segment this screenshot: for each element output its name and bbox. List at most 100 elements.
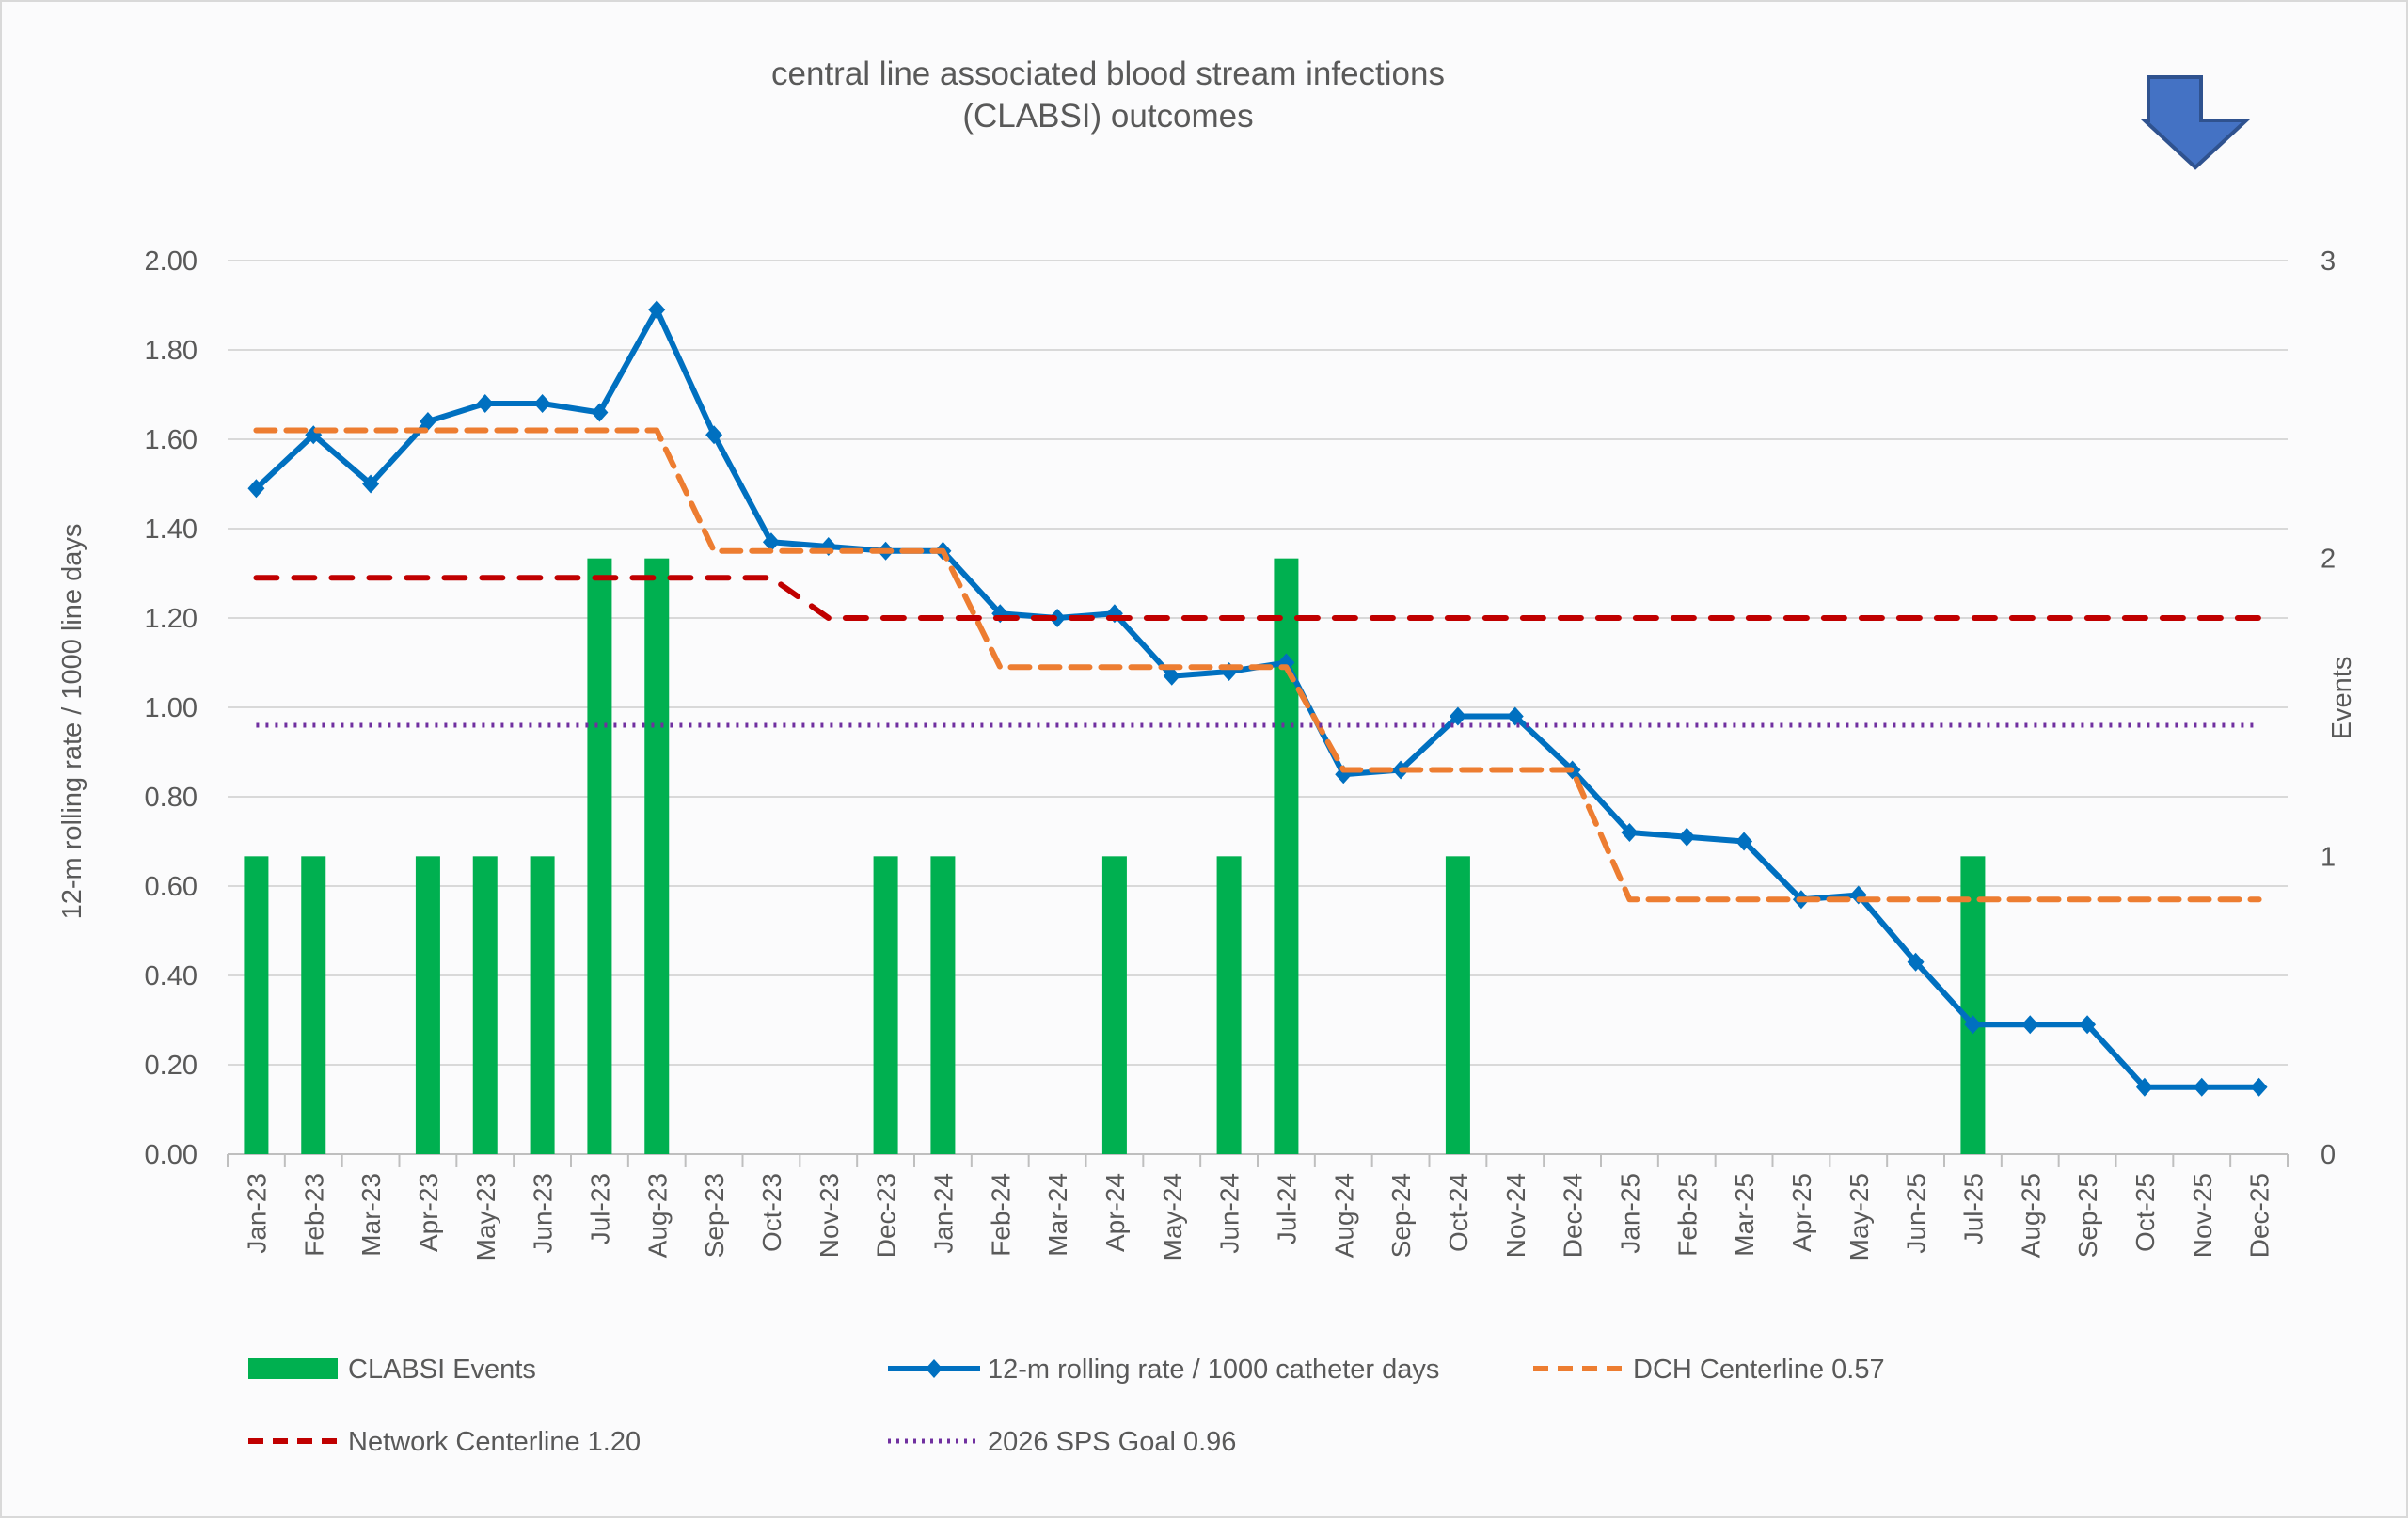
x-tick-label: Nov-23 bbox=[815, 1173, 844, 1258]
x-tick-label: Jun-24 bbox=[1215, 1173, 1244, 1254]
x-tick-label: Mar-24 bbox=[1043, 1173, 1072, 1257]
bar-clabsi-events bbox=[1101, 856, 1127, 1154]
y-tick-label: 0.20 bbox=[145, 1051, 198, 1081]
y-tick-label: 1.00 bbox=[145, 693, 198, 723]
legend-label: Network Centerline 1.20 bbox=[348, 1427, 641, 1457]
legend-swatch-bar bbox=[248, 1358, 338, 1379]
data-point-rolling-rate bbox=[591, 403, 609, 422]
data-point-rolling-rate bbox=[476, 394, 494, 413]
y-tick-label: 0.80 bbox=[145, 783, 198, 813]
x-tick-label: Dec-25 bbox=[2245, 1173, 2274, 1258]
x-tick-label: May-23 bbox=[471, 1173, 500, 1260]
x-tick-label: Feb-24 bbox=[986, 1173, 1015, 1257]
legend-marker-diamond bbox=[926, 1359, 943, 1378]
x-tick-label: Nov-25 bbox=[2188, 1173, 2217, 1258]
x-tick-label: Jul-23 bbox=[585, 1173, 614, 1244]
y-axis-label: 12-m rolling rate / 1000 line days bbox=[57, 524, 87, 920]
bar-clabsi-events bbox=[415, 856, 440, 1154]
data-point-rolling-rate bbox=[1163, 666, 1180, 686]
data-point-rolling-rate bbox=[1678, 827, 1696, 847]
x-tick-label: Oct-24 bbox=[1444, 1173, 1473, 1252]
line-dch-centerline-0-57 bbox=[253, 427, 2262, 903]
y-tick-label: 1.20 bbox=[145, 604, 198, 634]
legend-label: 2026 SPS Goal 0.96 bbox=[988, 1427, 1236, 1457]
x-tick-label: Aug-24 bbox=[1329, 1173, 1358, 1258]
bar-clabsi-events bbox=[472, 856, 498, 1154]
data-point-rolling-rate bbox=[533, 394, 551, 413]
data-point-rolling-rate bbox=[1621, 823, 1639, 842]
x-tick-label: Dec-24 bbox=[1559, 1173, 1588, 1258]
data-point-rolling-rate bbox=[705, 425, 723, 445]
x-tick-label: Sep-25 bbox=[2073, 1173, 2102, 1258]
x-tick-label: Jul-25 bbox=[1958, 1173, 1988, 1244]
data-point-rolling-rate bbox=[2193, 1077, 2210, 1097]
bar-clabsi-events bbox=[873, 856, 898, 1154]
y2-tick-label: 1 bbox=[2321, 842, 2336, 872]
data-point-rolling-rate bbox=[2021, 1015, 2039, 1035]
y2-tick-label: 3 bbox=[2321, 246, 2336, 277]
y-tick-label: 1.80 bbox=[145, 336, 198, 366]
x-tick-label: Sep-23 bbox=[700, 1173, 729, 1258]
x-tick-label: May-24 bbox=[1158, 1173, 1187, 1260]
data-point-rolling-rate bbox=[362, 474, 380, 494]
bar-clabsi-events bbox=[587, 558, 612, 1154]
x-tick-label: Apr-23 bbox=[414, 1173, 443, 1252]
y2-tick-label: 2 bbox=[2321, 545, 2336, 575]
data-point-rolling-rate bbox=[247, 479, 265, 499]
x-tick-label: Jun-23 bbox=[529, 1173, 558, 1254]
data-point-rolling-rate bbox=[2250, 1077, 2268, 1097]
x-tick-label: Sep-24 bbox=[1386, 1173, 1416, 1258]
x-tick-label: Jul-24 bbox=[1272, 1173, 1301, 1244]
x-tick-label: Jan-24 bbox=[928, 1173, 958, 1254]
data-point-rolling-rate bbox=[648, 300, 666, 320]
data-point-rolling-rate bbox=[1506, 706, 1524, 726]
down-arrow-icon bbox=[2139, 75, 2252, 170]
x-tick-label: Jan-25 bbox=[1615, 1173, 1644, 1254]
bar-clabsi-events bbox=[1960, 856, 1986, 1154]
legend-label: CLABSI Events bbox=[348, 1355, 536, 1385]
legend-label: DCH Centerline 0.57 bbox=[1633, 1355, 1885, 1385]
line-12-m-rolling-rate-1000-catheter-days bbox=[254, 307, 2259, 1090]
bar-clabsi-events bbox=[301, 856, 326, 1154]
bar-clabsi-events bbox=[1216, 856, 1242, 1154]
data-point-rolling-rate bbox=[2079, 1015, 2097, 1035]
x-tick-label: Jun-25 bbox=[1902, 1173, 1931, 1254]
y-tick-label: 1.60 bbox=[145, 425, 198, 455]
data-point-rolling-rate bbox=[2135, 1077, 2153, 1097]
x-tick-label: Dec-23 bbox=[872, 1173, 901, 1258]
legend-label: 12-m rolling rate / 1000 catheter days bbox=[988, 1355, 1439, 1385]
x-tick-label: Aug-23 bbox=[642, 1173, 672, 1258]
y-tick-label: 0.00 bbox=[145, 1140, 198, 1170]
x-tick-label: Apr-25 bbox=[1787, 1173, 1816, 1252]
x-tick-label: Oct-23 bbox=[757, 1173, 786, 1252]
x-tick-label: Apr-24 bbox=[1101, 1173, 1130, 1252]
bar-clabsi-events bbox=[930, 856, 956, 1154]
x-tick-label: Mar-25 bbox=[1730, 1173, 1759, 1257]
y-tick-label: 1.40 bbox=[145, 515, 198, 545]
bar-clabsi-events bbox=[530, 856, 555, 1154]
data-point-rolling-rate bbox=[1449, 706, 1466, 726]
bar-clabsi-events bbox=[1445, 856, 1470, 1154]
bar-clabsi-events bbox=[1274, 558, 1299, 1154]
bar-clabsi-events bbox=[644, 558, 670, 1154]
data-point-rolling-rate bbox=[1735, 832, 1753, 851]
x-tick-label: Aug-25 bbox=[2016, 1173, 2045, 1258]
x-tick-label: Oct-25 bbox=[2131, 1173, 2160, 1252]
data-point-rolling-rate bbox=[762, 532, 780, 552]
data-point-rolling-rate bbox=[1964, 1015, 1982, 1035]
data-point-rolling-rate bbox=[1907, 952, 1925, 972]
data-point-rolling-rate bbox=[1049, 609, 1067, 627]
chart-title-line-2: (CLABSI) outcomes bbox=[962, 98, 1253, 135]
x-tick-label: Mar-23 bbox=[356, 1173, 386, 1257]
y-tick-label: 0.60 bbox=[145, 872, 198, 902]
y-tick-label: 0.40 bbox=[145, 961, 198, 991]
bar-clabsi-events bbox=[244, 856, 269, 1154]
y-tick-label: 2.00 bbox=[145, 246, 198, 277]
x-tick-label: Feb-25 bbox=[1672, 1173, 1702, 1257]
y2-axis-label: Events bbox=[2327, 657, 2357, 740]
data-point-rolling-rate bbox=[419, 412, 436, 431]
x-tick-label: May-25 bbox=[1845, 1173, 1874, 1260]
y2-tick-label: 0 bbox=[2321, 1140, 2336, 1170]
